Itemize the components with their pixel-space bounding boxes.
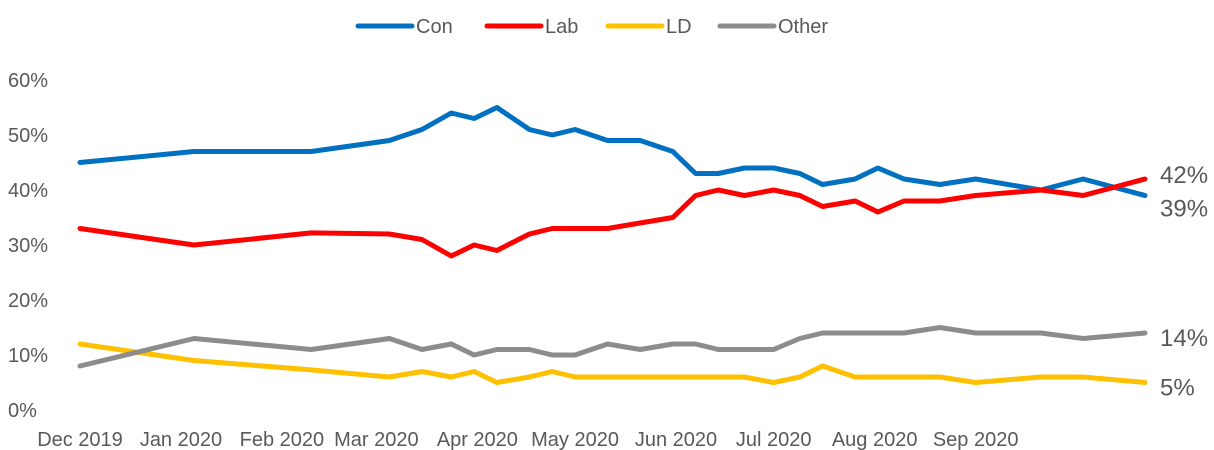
x-tick-label: Jun 2020 [635,429,717,450]
series-layer [77,105,1148,385]
end-label-lab: 42% [1160,162,1208,189]
legend-label-con: Con [416,16,453,38]
x-tick-label: Feb 2020 [240,429,325,450]
y-tick-label: 40% [8,180,48,202]
legend-label-lab: Lab [545,16,578,38]
x-tick-label: Dec 2019 [37,429,123,450]
x-tick-label: Jan 2020 [140,429,222,450]
y-tick-label: 0% [8,400,37,422]
y-tick-label: 20% [8,290,48,312]
x-tick-label: Apr 2020 [437,429,518,450]
legend: Con Lab LD Other [355,16,828,38]
x-tick-label: Aug 2020 [832,429,918,450]
series-line-other [77,325,1148,369]
end-label-other: 14% [1160,325,1208,352]
y-tick-label: 50% [8,125,48,147]
x-tick-label: Sep 2020 [933,429,1019,450]
series-line-con [77,105,1148,198]
series-line-ld [77,341,1148,385]
series-line-lab [77,176,1148,259]
x-tick-label: Mar 2020 [334,429,419,450]
x-tick-label: May 2020 [531,429,619,450]
y-tick-label: 10% [8,345,48,367]
legend-label-ld: LD [666,16,692,38]
end-label-ld: 5% [1160,375,1195,402]
y-tick-label: 60% [8,70,48,92]
end-labels: 39% 42% 5% 14% [1160,162,1208,402]
x-tick-label: Jul 2020 [736,429,812,450]
legend-label-other: Other [778,16,828,38]
end-label-con: 39% [1160,196,1208,223]
y-tick-label: 30% [8,235,48,257]
x-axis: Dec 2019 Jan 2020 Feb 2020 Mar 2020 Apr 2020… [37,429,1018,450]
y-axis: 0% 10% 20% 30% 40% 50% 60% [8,70,48,422]
